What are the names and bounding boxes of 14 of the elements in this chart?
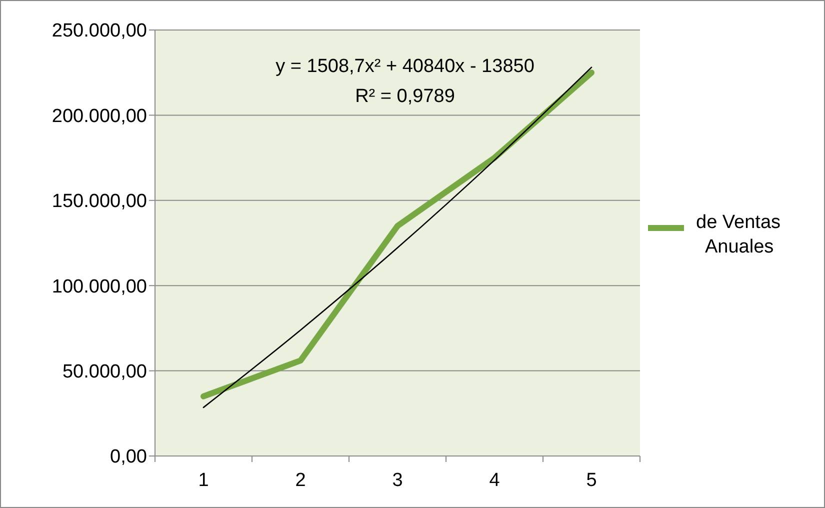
x-tick-label: 5	[586, 470, 597, 491]
x-tick-label: 1	[198, 470, 209, 491]
x-tick-label: 2	[295, 470, 306, 491]
y-tick-label: 250.000,00	[52, 20, 147, 42]
x-tick-label: 4	[489, 470, 500, 491]
y-tick-label: 0,00	[110, 446, 147, 468]
annotation: y = 1508,7x² + 40840x - 13850	[276, 56, 534, 77]
y-tick-label: 200.000,00	[52, 106, 147, 127]
y-tick-label: 50.000,00	[62, 361, 147, 382]
x-tick-label: 3	[392, 470, 403, 491]
y-tick-label: 150.000,00	[52, 191, 147, 212]
y-tick-label: 100.000,00	[52, 276, 147, 298]
annotation: R² = 0,9789	[355, 86, 455, 107]
legend-label: de Ventas Anuales	[696, 212, 781, 258]
